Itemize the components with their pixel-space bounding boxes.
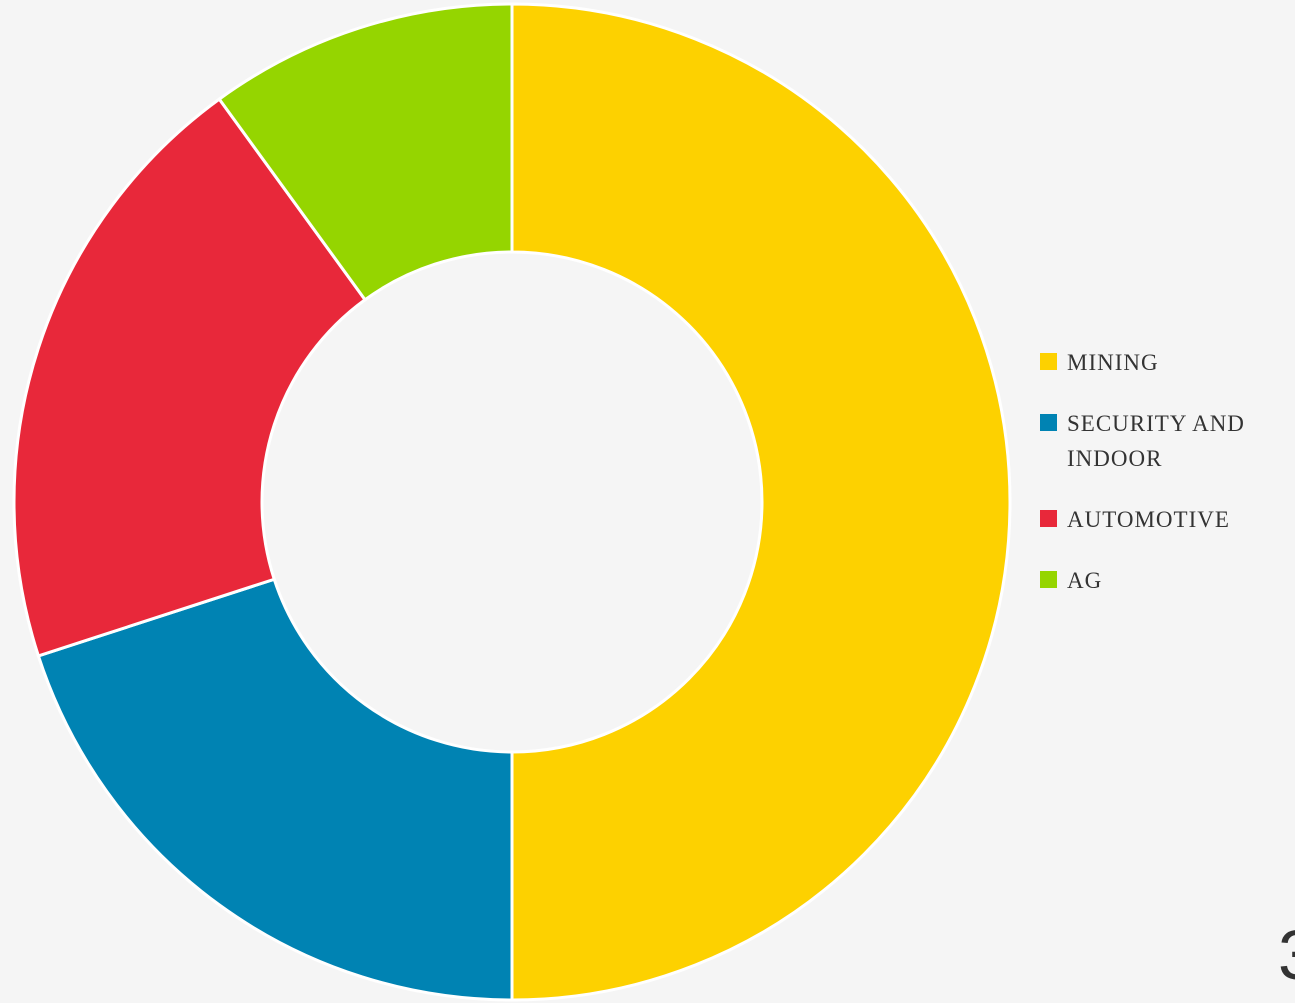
legend-label: MINING <box>1067 345 1159 380</box>
legend-entry: SECURITY AND INDOOR <box>1040 406 1290 476</box>
page-number: 3 <box>1278 915 1295 995</box>
legend-swatch <box>1040 353 1057 370</box>
legend-entry: AUTOMOTIVE <box>1040 502 1290 537</box>
legend: MINING SECURITY AND INDOOR AUTOMOTIVE AG <box>1040 345 1290 624</box>
legend-swatch <box>1040 414 1057 431</box>
legend-label: SECURITY AND INDOOR <box>1067 406 1287 476</box>
legend-swatch <box>1040 510 1057 527</box>
legend-label: AUTOMOTIVE <box>1067 502 1230 537</box>
legend-swatch <box>1040 571 1057 588</box>
page: MININGSECURITY AND INDOORAUTOMOTIVEAG 3 … <box>0 0 1295 1003</box>
legend-entry: MINING <box>1040 345 1290 380</box>
donut-segment <box>512 4 1010 1000</box>
legend-label: AG <box>1067 563 1102 598</box>
legend-entry: AG <box>1040 563 1290 598</box>
donut-segment <box>38 579 512 1000</box>
